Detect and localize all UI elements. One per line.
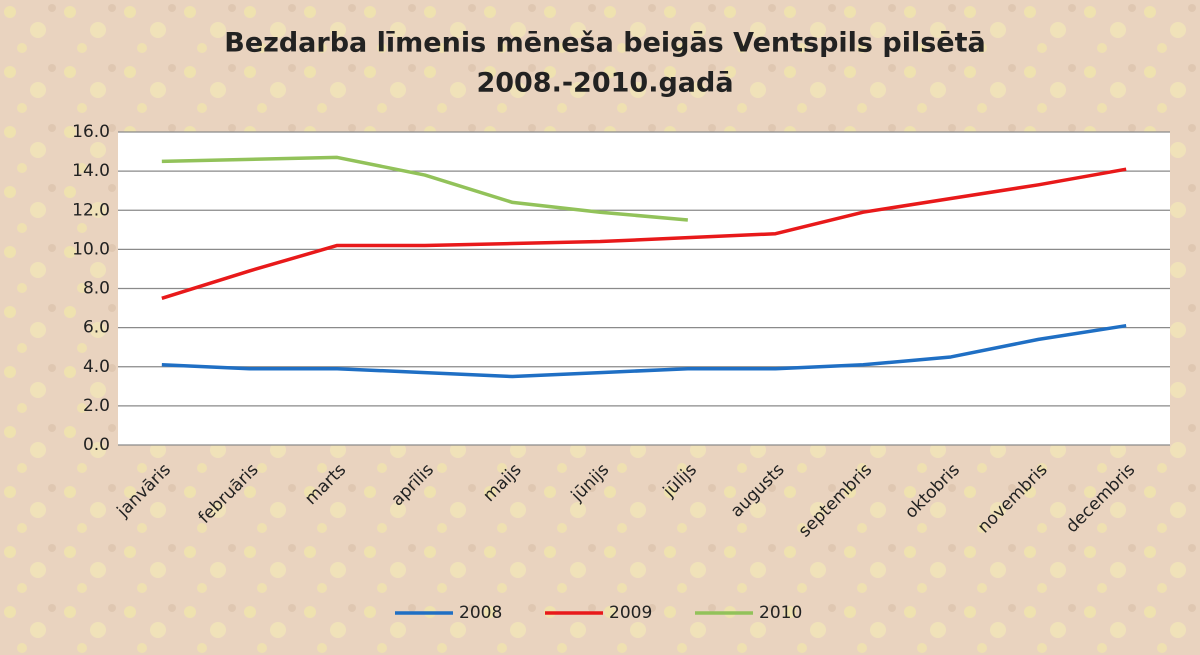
- y-tick-label: 14.0: [72, 161, 110, 181]
- legend-label: 2008: [459, 603, 502, 623]
- y-tick-label: 16.0: [72, 122, 110, 142]
- y-tick-label: 10.0: [72, 239, 110, 259]
- y-tick-label: 4.0: [83, 357, 110, 377]
- chart-title: 2008.-2010.gadā: [476, 68, 733, 99]
- line-series: [161, 167, 1127, 300]
- y-tick-label: 8.0: [83, 279, 110, 299]
- y-tick-label: 2.0: [83, 396, 110, 416]
- line-series: [161, 323, 1127, 379]
- line-series: [161, 155, 688, 222]
- y-tick-label: 6.0: [83, 318, 110, 338]
- chart-title: Bezdarba līmenis mēneša beigās Ventspils…: [224, 28, 985, 59]
- legend-label: 2009: [609, 603, 652, 623]
- y-tick-label: 12.0: [72, 200, 110, 220]
- legend-label: 2010: [759, 603, 802, 623]
- y-tick-label: 0.0: [83, 435, 110, 455]
